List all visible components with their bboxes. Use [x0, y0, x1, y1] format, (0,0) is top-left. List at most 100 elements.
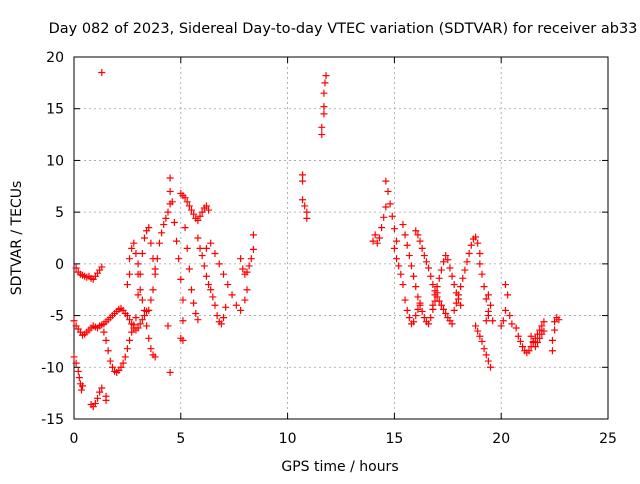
data-point	[540, 327, 548, 335]
series-prn-m	[318, 72, 330, 139]
data-point	[382, 203, 390, 211]
data-point	[170, 218, 178, 226]
data-point	[132, 250, 140, 258]
data-point	[70, 317, 78, 325]
data-point	[128, 244, 136, 252]
data-point	[91, 399, 99, 407]
data-point	[474, 239, 482, 247]
data-point	[211, 250, 219, 258]
data-point	[232, 301, 240, 309]
data-point	[74, 367, 82, 375]
data-point	[422, 258, 430, 266]
data-point	[153, 255, 161, 263]
data-point	[149, 286, 157, 294]
series-prn-n	[369, 177, 401, 247]
data-point	[531, 343, 539, 351]
data-point	[211, 301, 219, 309]
data-point	[213, 312, 221, 320]
data-point	[164, 322, 172, 330]
data-point	[136, 320, 144, 328]
data-point	[134, 260, 142, 268]
data-point	[126, 336, 134, 344]
data-point	[299, 196, 307, 204]
data-point	[70, 353, 78, 361]
data-point	[514, 332, 522, 340]
series-prn-k	[237, 231, 257, 278]
data-point	[371, 231, 379, 239]
data-point	[202, 244, 210, 252]
data-point	[196, 244, 204, 252]
data-point	[420, 314, 428, 322]
data-point	[454, 291, 462, 299]
data-point	[102, 336, 110, 344]
data-point	[320, 89, 328, 97]
series-prn-c	[72, 69, 106, 283]
data-point	[427, 272, 435, 280]
data-point	[410, 272, 418, 280]
data-point	[102, 396, 110, 404]
data-point	[194, 216, 202, 224]
data-points	[70, 69, 563, 411]
data-point	[480, 283, 488, 291]
data-point	[207, 239, 215, 247]
data-point	[442, 310, 450, 318]
data-point	[134, 324, 142, 332]
data-point	[166, 368, 174, 376]
data-point	[168, 198, 176, 206]
data-point	[397, 270, 405, 278]
data-point	[322, 72, 330, 80]
data-point	[420, 252, 428, 260]
data-point	[497, 322, 505, 330]
data-point	[472, 233, 480, 241]
data-point	[504, 291, 512, 299]
data-point	[320, 103, 328, 111]
data-point	[98, 69, 106, 77]
data-point	[155, 239, 163, 247]
data-point	[198, 208, 206, 216]
series-prn-o	[390, 244, 424, 328]
data-point	[145, 224, 153, 232]
series-prn-g	[145, 174, 187, 376]
data-point	[399, 221, 407, 229]
data-point	[390, 225, 398, 233]
data-point	[463, 258, 471, 266]
data-point	[399, 281, 407, 289]
x-axis-label: GPS time / hours	[281, 459, 398, 475]
data-point	[140, 234, 148, 242]
data-point	[388, 212, 396, 220]
data-point	[136, 270, 144, 278]
data-point	[217, 320, 225, 328]
data-point	[440, 258, 448, 266]
data-point	[506, 312, 514, 320]
data-point	[412, 312, 420, 320]
data-point	[164, 208, 172, 216]
data-point	[405, 314, 413, 322]
data-point	[440, 305, 448, 313]
data-point	[425, 264, 433, 272]
data-point	[501, 281, 509, 289]
data-point	[158, 229, 166, 237]
data-point	[128, 328, 136, 336]
data-point	[104, 347, 112, 355]
data-point	[472, 322, 480, 330]
series-prn-l	[299, 171, 311, 222]
data-point	[106, 357, 114, 365]
data-point	[474, 327, 482, 335]
series-prn-q	[412, 227, 456, 328]
data-point	[145, 334, 153, 342]
x-tick-label: 20	[492, 431, 510, 447]
data-point	[138, 316, 146, 324]
data-point	[446, 264, 454, 272]
data-point	[548, 336, 556, 344]
x-tick-label: 25	[599, 431, 617, 447]
data-point	[390, 244, 398, 252]
data-point	[551, 318, 559, 326]
data-point	[412, 283, 420, 291]
data-point	[241, 296, 249, 304]
data-point	[196, 212, 204, 220]
y-tick-label: 15	[46, 102, 64, 118]
data-point	[536, 326, 544, 334]
x-tick-label: 15	[385, 431, 403, 447]
